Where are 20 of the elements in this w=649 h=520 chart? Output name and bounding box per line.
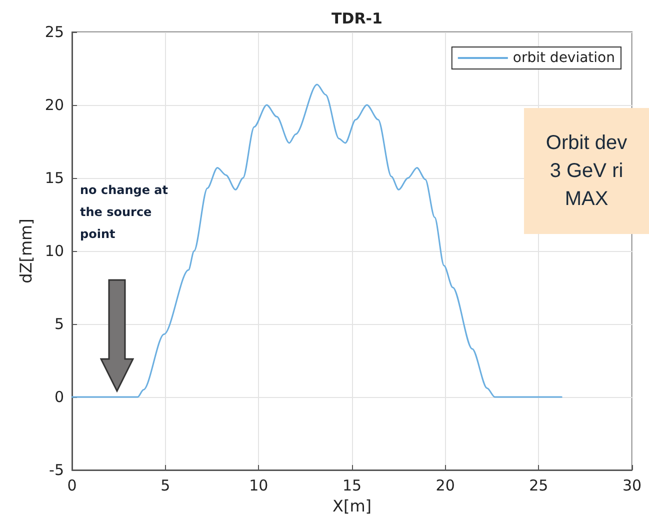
y-tick-label: 10: [44, 242, 64, 260]
x-tick-label: 15: [342, 476, 362, 494]
y-axis-title: dZ[mm]: [16, 218, 36, 284]
annotation: Orbit dev 3 GeV ri MAX: [524, 108, 649, 234]
x-tick-label: 30: [622, 476, 642, 494]
x-tick-label: 10: [249, 476, 268, 494]
x-axis-title: X[m]: [332, 496, 372, 516]
x-tick-label: 25: [529, 476, 548, 494]
y-tick-label: 0: [54, 388, 64, 406]
y-tick-label: 25: [44, 23, 64, 41]
y-tick-label: 20: [44, 96, 64, 114]
x-tick-label: 0: [67, 476, 77, 494]
y-tick-label: 15: [44, 169, 64, 187]
chart-title: TDR-1: [332, 10, 382, 28]
x-tick-label: 20: [436, 476, 455, 494]
y-tick-label: -5: [49, 461, 64, 479]
legend-label: orbit deviation: [512, 50, 615, 66]
x-tick-label: 5: [160, 476, 170, 494]
y-tick-label: 5: [54, 315, 64, 333]
annotation: no change at the source point: [80, 182, 170, 243]
